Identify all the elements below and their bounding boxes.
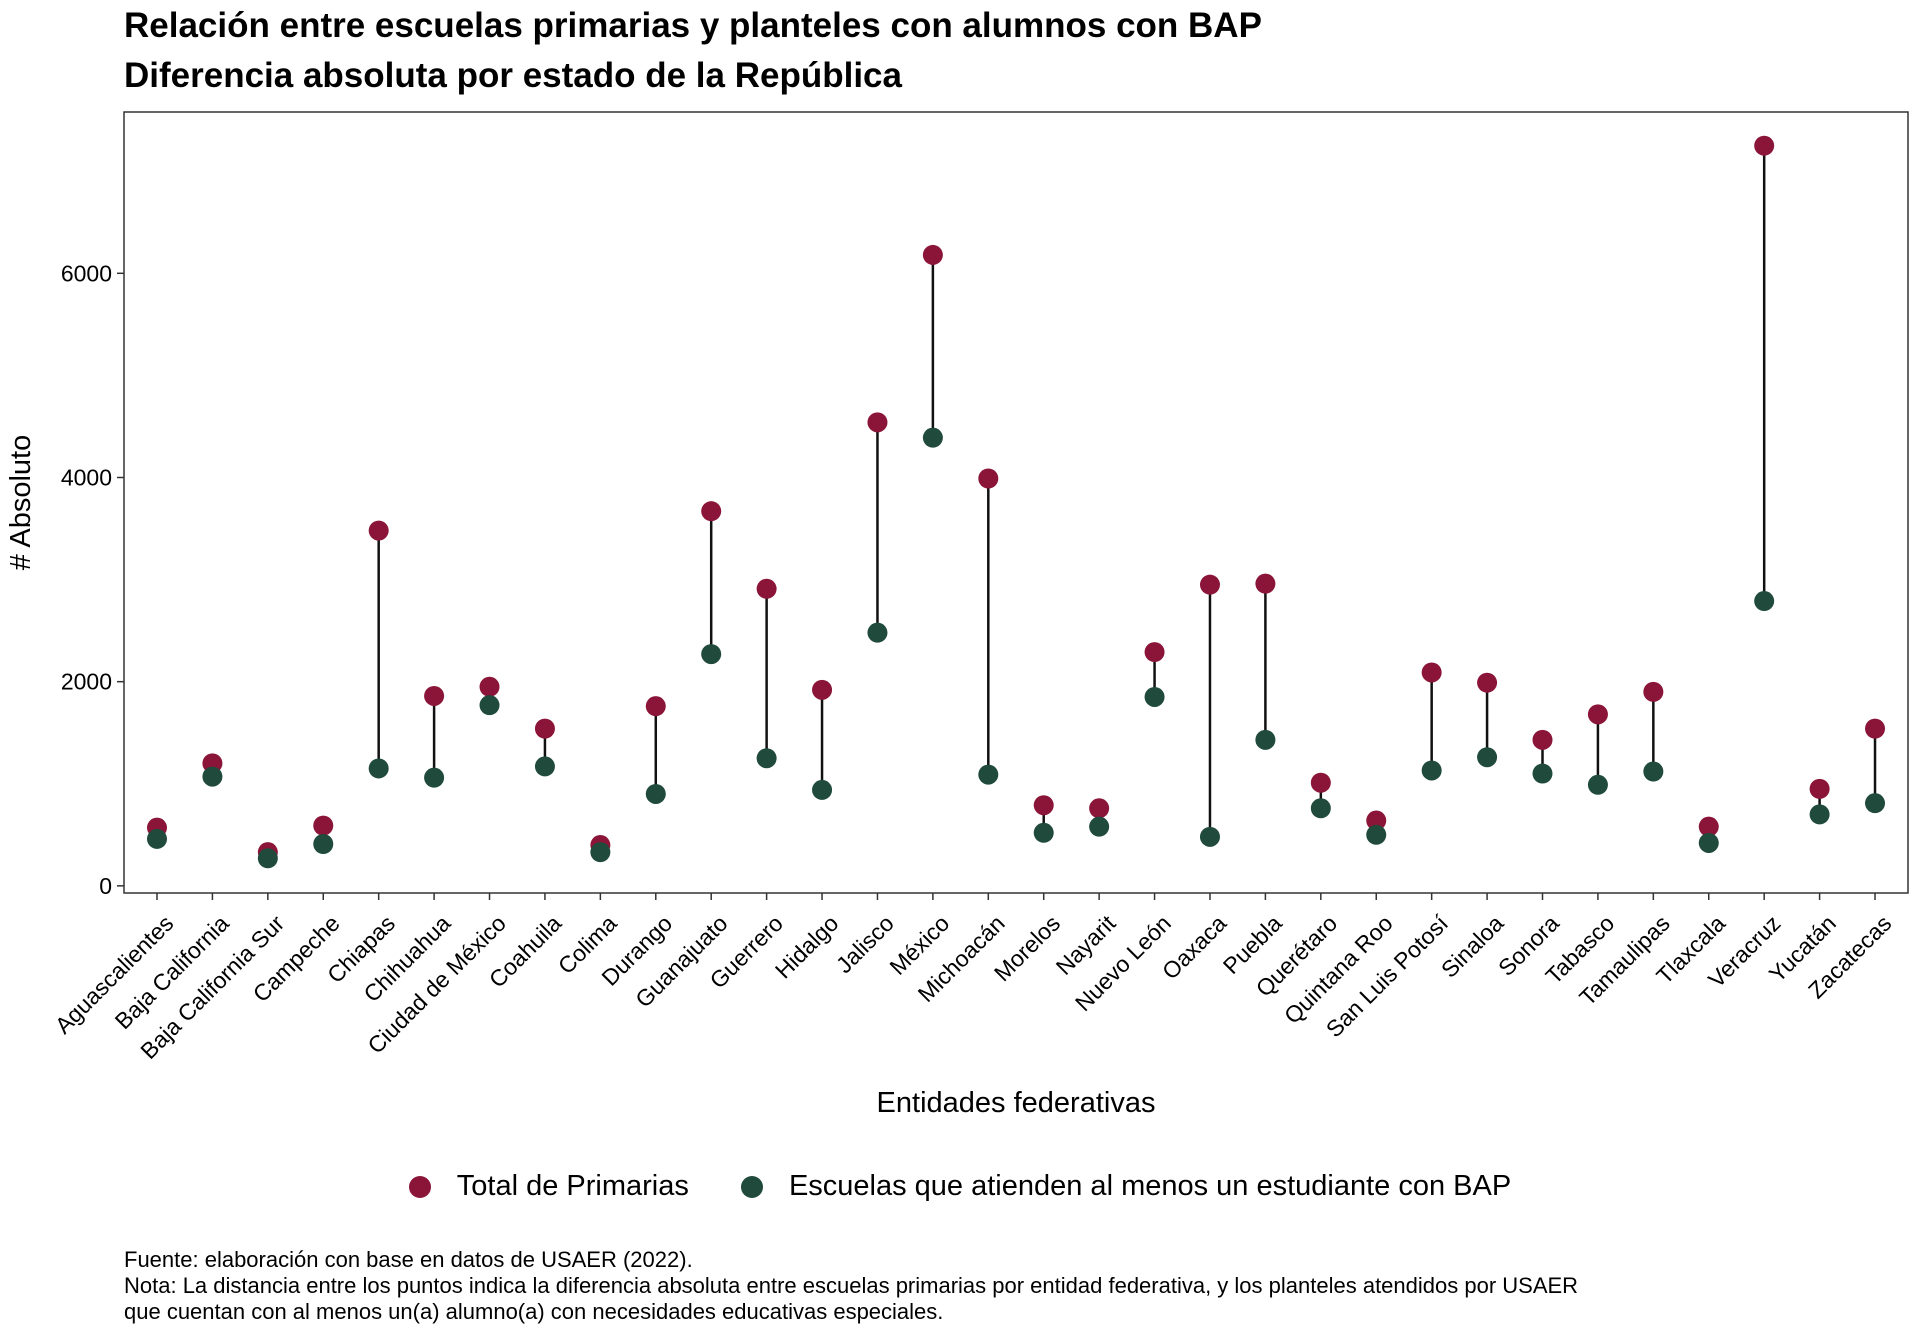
- point-total-primarias: [1754, 135, 1775, 156]
- point-escuelas-bap: [756, 748, 777, 769]
- point-escuelas-bap: [1366, 824, 1387, 845]
- point-total-primarias: [978, 468, 999, 489]
- point-escuelas-bap: [202, 766, 223, 787]
- point-total-primarias: [1033, 795, 1054, 816]
- x-axis-tick-label: Jalisco: [831, 910, 899, 978]
- legend-label-total: Total de Primarias: [456, 1170, 689, 1202]
- chart-title: Relación entre escuelas primarias y plan…: [124, 6, 1262, 45]
- point-escuelas-bap: [534, 756, 555, 777]
- x-axis-tick-label: Hidalgo: [770, 910, 844, 984]
- point-escuelas-bap: [812, 779, 833, 800]
- point-total-primarias: [867, 412, 888, 433]
- point-total-primarias: [1643, 681, 1664, 702]
- point-total-primarias: [1865, 718, 1886, 739]
- point-total-primarias: [424, 685, 445, 706]
- point-total-primarias: [645, 696, 666, 717]
- point-total-primarias: [1255, 573, 1276, 594]
- point-escuelas-bap: [1587, 774, 1608, 795]
- point-total-primarias: [1421, 662, 1442, 683]
- point-escuelas-bap: [1477, 747, 1498, 768]
- point-total-primarias: [313, 815, 334, 836]
- point-escuelas-bap: [257, 848, 278, 869]
- point-total-primarias: [1698, 816, 1719, 837]
- point-total-primarias: [1310, 772, 1331, 793]
- caption-note-continued: que cuentan con al menos un(a) alumno(a)…: [124, 1299, 944, 1324]
- point-escuelas-bap: [1089, 816, 1110, 837]
- point-total-primarias: [701, 501, 722, 522]
- point-escuelas-bap: [1310, 798, 1331, 819]
- point-total-primarias: [479, 676, 500, 697]
- point-total-primarias: [812, 679, 833, 700]
- point-escuelas-bap: [1532, 763, 1553, 784]
- point-total-primarias: [1587, 704, 1608, 725]
- point-escuelas-bap: [1809, 804, 1830, 825]
- point-escuelas-bap: [701, 644, 722, 665]
- point-escuelas-bap: [1033, 822, 1054, 843]
- point-escuelas-bap: [978, 764, 999, 785]
- point-escuelas-bap: [1643, 761, 1664, 782]
- point-total-primarias: [368, 520, 389, 541]
- legend-item-bap: Escuelas que atienden al menos un estudi…: [740, 1170, 1512, 1203]
- legend: Total de Primarias Escuelas que atienden…: [0, 1170, 1920, 1206]
- point-escuelas-bap: [147, 828, 167, 849]
- plot-panel-border: [123, 111, 1909, 894]
- point-escuelas-bap: [1421, 760, 1442, 781]
- point-escuelas-bap: [1754, 591, 1775, 612]
- x-axis-tick-label: Sinaloa: [1436, 910, 1509, 983]
- point-escuelas-bap: [1144, 686, 1165, 707]
- y-axis-tick-label: 2000: [61, 669, 112, 695]
- point-escuelas-bap: [1865, 793, 1886, 814]
- legend-swatch-total: [408, 1175, 431, 1198]
- caption-source: Fuente: elaboración con base en datos de…: [124, 1247, 693, 1272]
- point-total-primarias: [1477, 672, 1498, 693]
- point-escuelas-bap: [1199, 826, 1220, 847]
- point-total-primarias: [1532, 729, 1553, 750]
- point-total-primarias: [756, 578, 777, 599]
- point-total-primarias: [922, 244, 943, 265]
- point-total-primarias: [1199, 574, 1220, 595]
- point-escuelas-bap: [867, 622, 888, 643]
- point-escuelas-bap: [424, 767, 445, 788]
- y-axis-tick-label: 0: [99, 873, 112, 899]
- y-axis-title: # Absoluto: [5, 435, 37, 570]
- point-escuelas-bap: [645, 783, 666, 804]
- point-total-primarias: [1144, 642, 1165, 663]
- point-escuelas-bap: [922, 427, 943, 448]
- point-total-primarias: [534, 718, 555, 739]
- point-escuelas-bap: [1698, 832, 1719, 853]
- point-escuelas-bap: [590, 842, 611, 863]
- point-escuelas-bap: [479, 695, 500, 716]
- point-escuelas-bap: [368, 758, 389, 779]
- point-escuelas-bap: [1255, 729, 1276, 750]
- legend-label-bap: Escuelas que atienden al menos un estudi…: [788, 1170, 1512, 1202]
- legend-swatch-bap: [740, 1175, 763, 1198]
- y-axis-tick-label: 4000: [61, 464, 112, 490]
- chart-subtitle: Diferencia absoluta por estado de la Rep…: [124, 56, 902, 95]
- caption-note: Nota: La distancia entre los puntos indi…: [124, 1273, 1579, 1298]
- point-escuelas-bap: [313, 833, 334, 854]
- legend-item-total: Total de Primarias: [408, 1170, 689, 1203]
- x-axis-title: Entidades federativas: [877, 1087, 1156, 1119]
- point-total-primarias: [1089, 798, 1110, 819]
- y-axis-tick-label: 6000: [61, 260, 112, 286]
- point-total-primarias: [1366, 810, 1387, 831]
- point-total-primarias: [1809, 778, 1830, 799]
- caption: Fuente: elaboración con base en datos de…: [124, 1247, 1894, 1325]
